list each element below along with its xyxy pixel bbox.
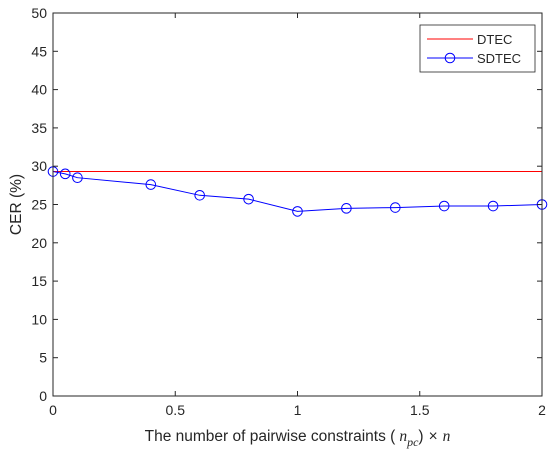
data-point-sdtec — [243, 193, 254, 205]
y-tick-label: 20 — [31, 235, 47, 251]
y-tick-label: 5 — [39, 350, 47, 366]
y-tick-label: 45 — [31, 43, 47, 59]
y-tick-label: 30 — [31, 158, 47, 174]
legend-marker-sdtec — [444, 52, 456, 64]
y-tick-label: 25 — [31, 197, 47, 213]
x-axis-label-close: ) — [418, 428, 423, 445]
y-tick-label: 0 — [39, 388, 47, 404]
x-axis-label-prefix: The number of pairwise constraints ( — [145, 428, 397, 445]
y-axis-label: CER (%) — [8, 174, 25, 235]
x-tick-label: 1.5 — [410, 402, 430, 418]
series-line-sdtec — [52, 171, 543, 212]
data-point-sdtec — [341, 203, 352, 214]
x-axis-label-var: n — [399, 428, 407, 445]
data-point-sdtec — [145, 179, 157, 190]
data-point-sdtec — [438, 200, 450, 212]
y-tick-label: 40 — [31, 82, 47, 98]
legend-box — [419, 24, 536, 73]
x-axis-label-n: n — [443, 428, 451, 445]
data-point-sdtec — [194, 190, 205, 201]
x-axis-label-times: × — [429, 428, 438, 445]
x-tick-label: 1 — [294, 402, 302, 418]
legend-label-dtec: DTEC — [477, 32, 512, 47]
y-tick-label: 15 — [31, 273, 47, 289]
y-tick-label: 50 — [31, 5, 47, 21]
x-axis-label-subscript: pc — [406, 435, 419, 449]
x-tick-label: 0.5 — [166, 402, 186, 418]
data-point-sdtec — [72, 172, 83, 183]
x-tick-label: 0 — [49, 402, 57, 418]
data-point-sdtec — [292, 206, 303, 217]
y-tick-label: 35 — [31, 120, 47, 136]
data-point-sdtec — [487, 200, 499, 212]
x-axis-label: The number of pairwise constraints (npc)… — [145, 428, 451, 449]
x-tick-label: 2 — [538, 402, 546, 418]
legend-label-sdtec: SDTEC — [477, 51, 521, 66]
data-point-sdtec — [390, 202, 401, 213]
data-point-sdtec — [59, 168, 71, 180]
legend: DTEC SDTEC — [419, 24, 536, 73]
y-tick-label: 10 — [31, 311, 47, 327]
plot-area — [53, 13, 542, 396]
